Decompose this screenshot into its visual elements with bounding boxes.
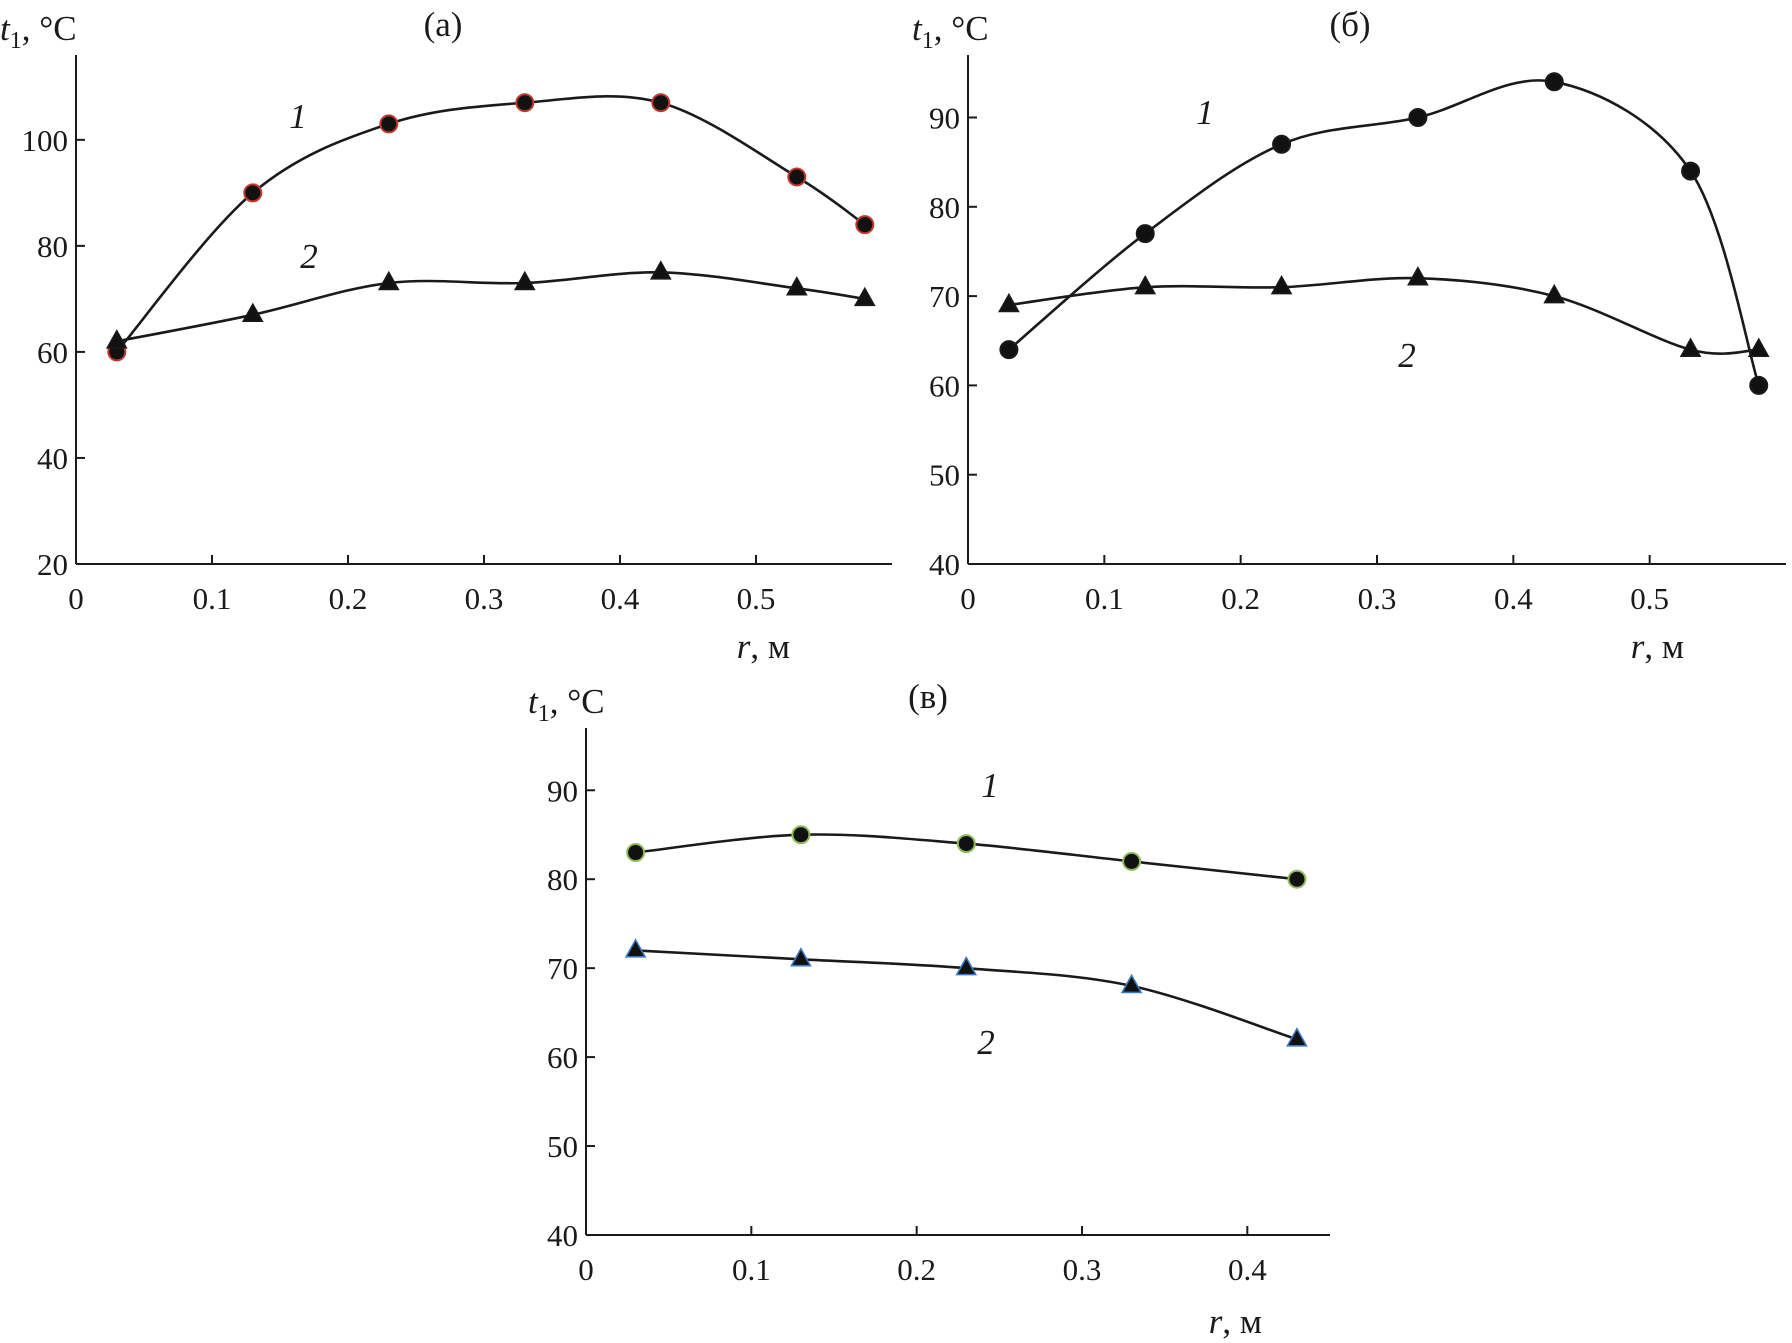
data-point-series-2 — [785, 276, 808, 296]
data-point-series-1 — [956, 834, 976, 854]
y-tick-label: 60 — [37, 335, 68, 370]
series-label-2: 2 — [1398, 336, 1416, 375]
data-point-series-1 — [1749, 375, 1769, 395]
x-tick-label: 0.5 — [1630, 581, 1669, 616]
data-point-series-2 — [1543, 283, 1566, 304]
y-tick-label: 80 — [547, 862, 578, 897]
x-tick-label: 0.1 — [193, 581, 232, 616]
series-line-1 — [115, 95, 866, 353]
data-point-series-2 — [105, 329, 128, 349]
x-tick-label: 0 — [578, 1252, 594, 1287]
x-tick-label: 0.5 — [737, 581, 776, 616]
x-tick-label: 0.4 — [1228, 1252, 1267, 1287]
series-label-1: 1 — [1196, 93, 1214, 132]
data-point-series-1 — [1287, 869, 1307, 889]
y-tick-label: 90 — [547, 773, 578, 808]
series-label-1: 1 — [981, 766, 999, 805]
x-tick-label: 0.2 — [329, 581, 368, 616]
x-tick-label: 0.3 — [1358, 581, 1397, 616]
chart-panel-3: 40 50 60 70 80 90 0 0.1 0.2 0.3 0.4 t1, °C r, м (в) 1 2 — [528, 677, 1330, 1341]
x-tick-label: 0.1 — [732, 1252, 771, 1287]
panel-label: (в) — [908, 677, 948, 716]
x-tick-label: 0.2 — [897, 1252, 936, 1287]
y-tick-label: 50 — [929, 458, 960, 493]
y-tick-label: 50 — [547, 1129, 578, 1164]
data-point-series-2 — [1747, 337, 1770, 357]
x-axis-label: r, м — [1209, 1302, 1262, 1341]
y-tick-label: 80 — [929, 190, 960, 225]
y-tick-label: 80 — [37, 229, 68, 264]
data-point-series-1 — [787, 167, 807, 187]
data-point-series-2 — [1407, 266, 1429, 286]
x-axis-label: r, м — [737, 627, 790, 666]
y-tick-label: 60 — [929, 368, 960, 403]
series-label-1: 1 — [289, 97, 307, 136]
y-tick-label: 70 — [929, 279, 960, 314]
data-point-series-1 — [651, 93, 671, 113]
data-point-series-2 — [853, 286, 876, 307]
series-line-1 — [1008, 79, 1760, 386]
panel-label: (б) — [1329, 5, 1370, 44]
data-point-series-2 — [1134, 274, 1157, 295]
data-point-series-1 — [855, 215, 875, 235]
series-line-2 — [1008, 276, 1759, 355]
data-point-series-1 — [1544, 72, 1564, 92]
data-point-series-1 — [1272, 134, 1292, 154]
data-point-series-1 — [1681, 161, 1701, 181]
chart-panel-1: 20 40 60 80 100 0 0.1 0.2 0.3 0.4 0.5 t1, °C r, м (а)… — [0, 5, 892, 666]
x-axis-label: r, м — [1631, 627, 1684, 666]
x-tick-label: 0.2 — [1221, 581, 1260, 616]
series-line-2 — [116, 271, 866, 343]
data-point-series-1 — [243, 183, 263, 203]
y-tick-label: 40 — [37, 441, 68, 476]
y-tick-label: 20 — [37, 547, 68, 582]
data-point-series-1 — [999, 340, 1019, 360]
data-point-series-2 — [998, 292, 1020, 313]
chart-panel-2: 40 50 60 70 80 90 0 0.1 0.2 0.3 0.4 0.5 t1, °C r, м (б… — [912, 5, 1786, 666]
data-point-series-2 — [513, 270, 536, 291]
y-tick-label: 40 — [547, 1218, 578, 1253]
data-point-series-2 — [1120, 973, 1143, 994]
series-label-2: 2 — [300, 237, 318, 276]
data-point-series-2 — [624, 938, 647, 958]
y-tick-label: 100 — [22, 123, 69, 158]
x-tick-label: 0.4 — [601, 581, 640, 616]
y-axis-label: t1, °C — [528, 682, 605, 727]
y-axis-label: t1, °C — [912, 9, 989, 54]
panel-label: (а) — [424, 5, 463, 44]
x-tick-label: 0 — [68, 581, 84, 616]
y-tick-label: 70 — [547, 951, 578, 986]
data-point-series-2 — [649, 260, 672, 280]
data-point-series-2 — [241, 302, 264, 323]
y-tick-label: 60 — [547, 1040, 578, 1075]
data-point-series-1 — [1135, 224, 1155, 244]
y-axis-label: t1, °C — [0, 9, 77, 54]
data-point-series-1 — [626, 843, 646, 863]
x-tick-label: 0.4 — [1494, 581, 1533, 616]
data-point-series-2 — [377, 270, 400, 291]
data-point-series-2 — [955, 955, 978, 976]
x-tick-label: 0.3 — [1063, 1252, 1102, 1287]
data-point-series-1 — [1122, 851, 1142, 871]
x-tick-label: 0 — [960, 581, 976, 616]
data-point-series-1 — [1408, 108, 1428, 128]
x-tick-label: 0.1 — [1085, 581, 1124, 616]
data-point-series-1 — [379, 114, 399, 134]
data-point-series-1 — [791, 825, 811, 845]
y-tick-label: 90 — [929, 101, 960, 136]
series-label-2: 2 — [977, 1023, 995, 1062]
data-point-series-2 — [790, 947, 812, 967]
data-point-series-2 — [1286, 1027, 1308, 1047]
data-point-series-1 — [515, 93, 535, 113]
y-tick-label: 40 — [929, 547, 960, 582]
x-tick-label: 0.3 — [465, 581, 504, 616]
data-point-series-2 — [1679, 337, 1702, 357]
data-point-series-2 — [1270, 274, 1293, 295]
